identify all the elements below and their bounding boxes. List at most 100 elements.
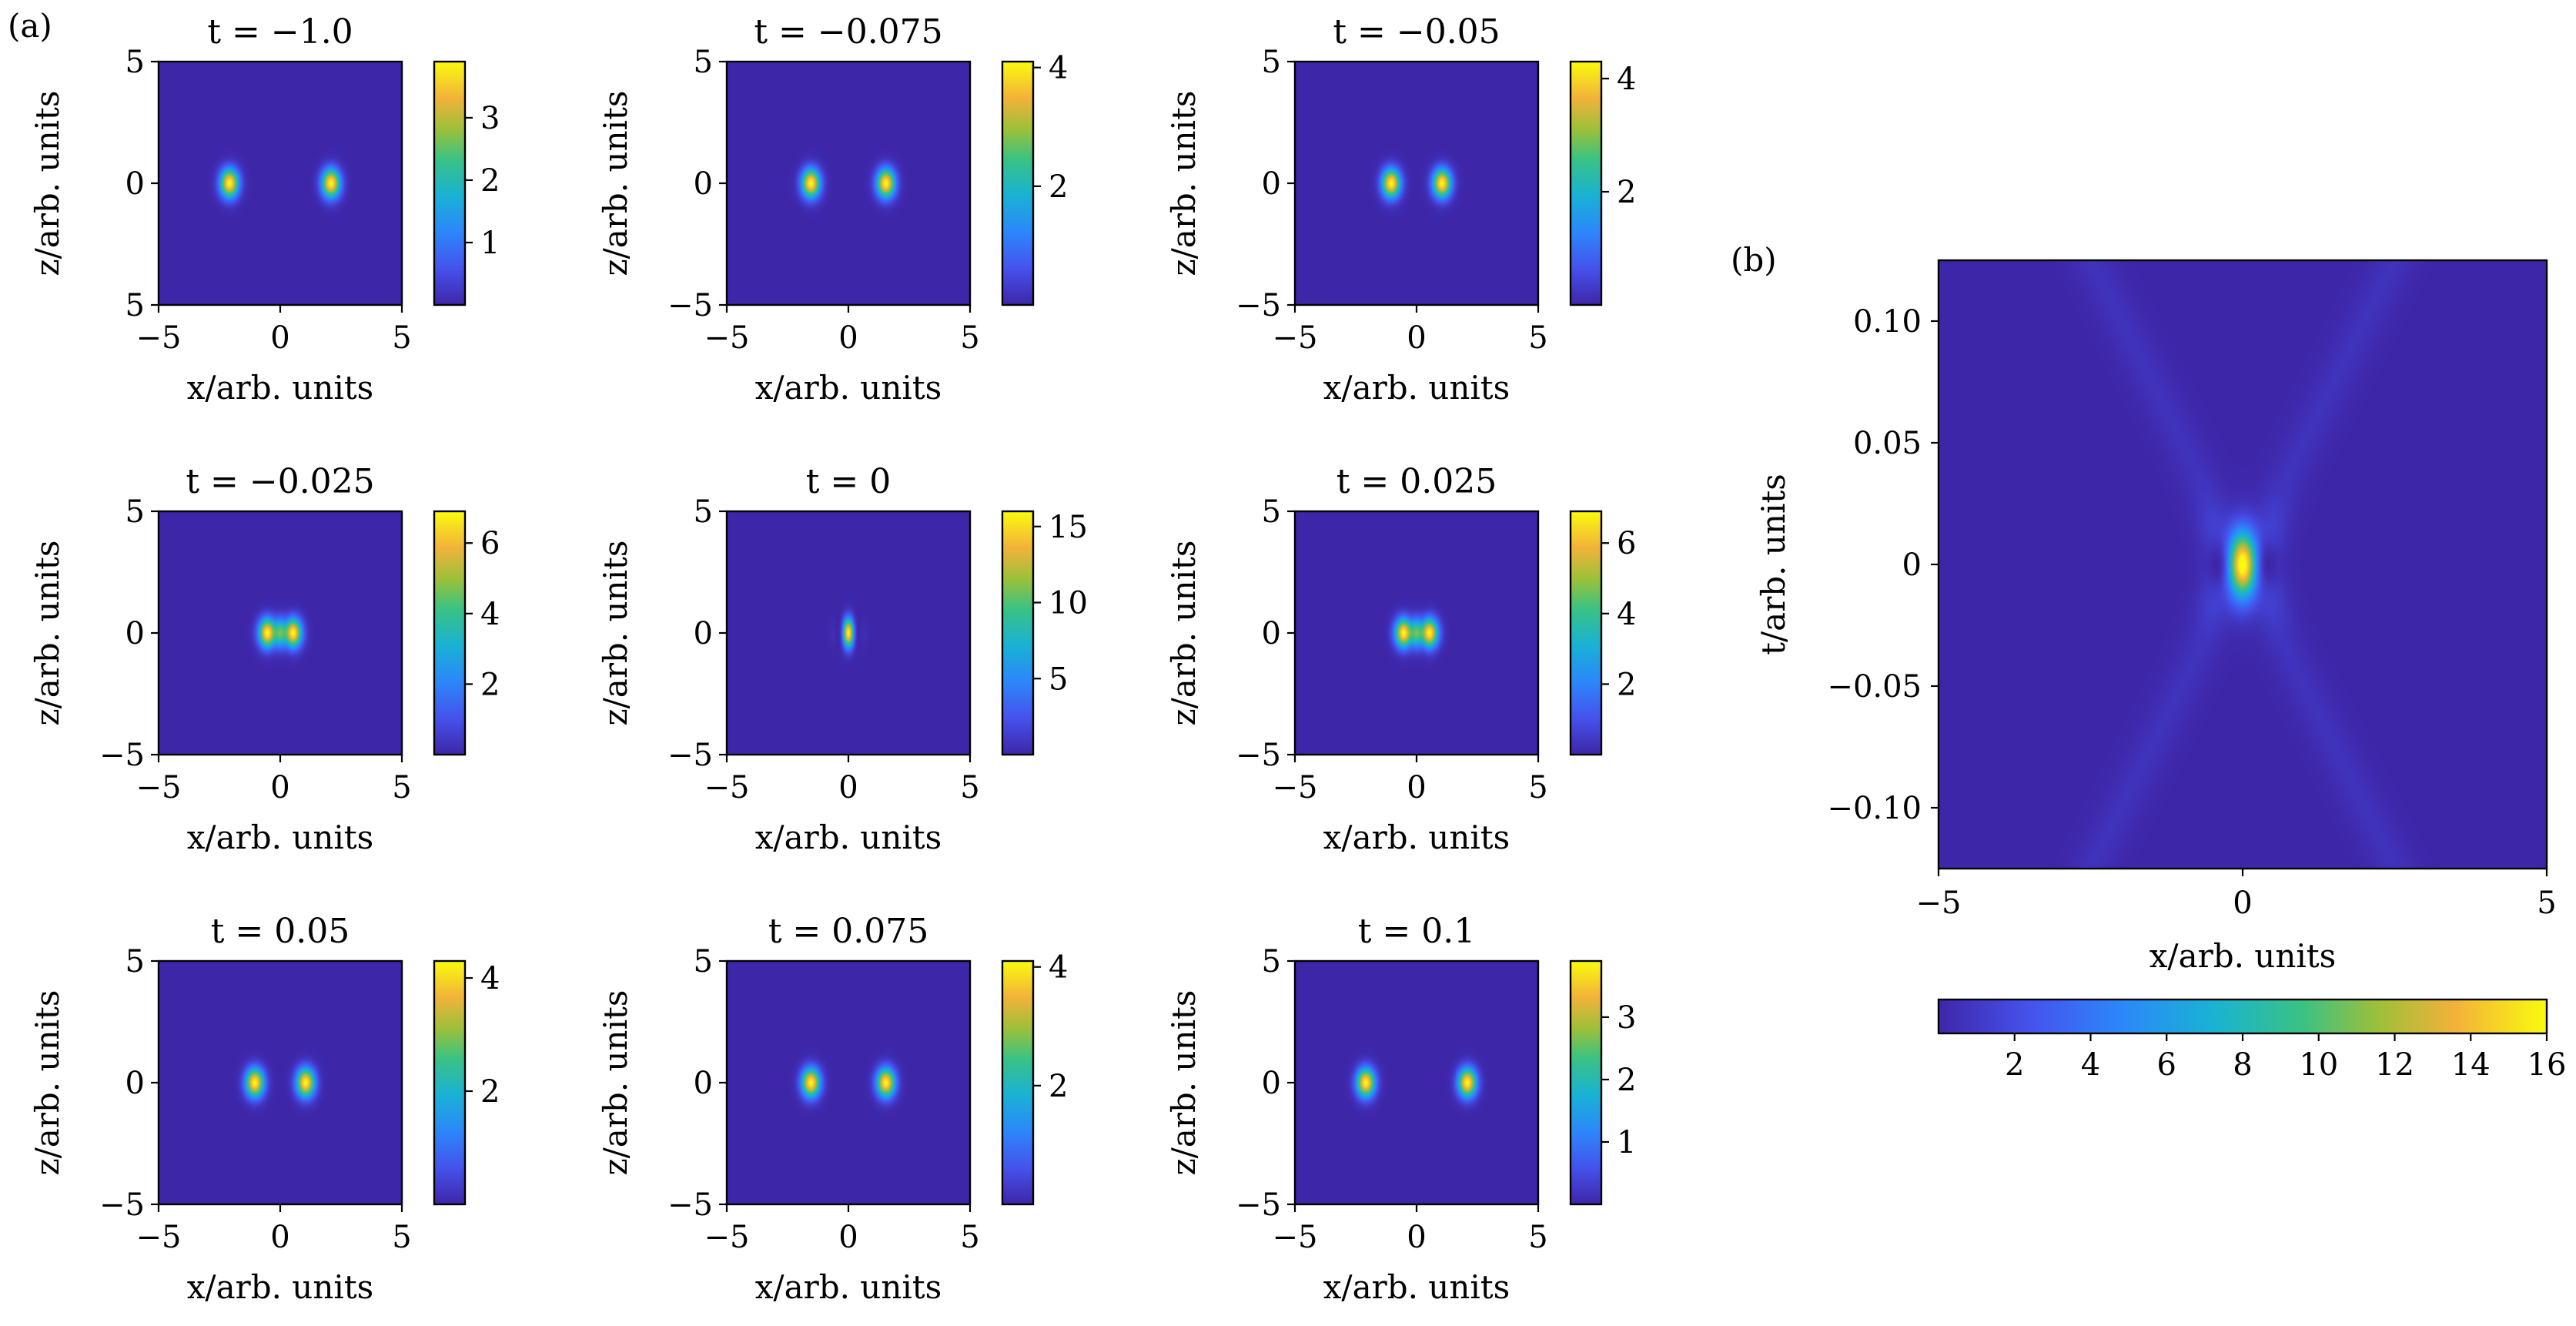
panel-8-xlabel: x/arb. units	[1323, 1268, 1510, 1306]
panel-7-ylabel: z/arb. units	[597, 990, 634, 1176]
panel-8-ytick-1: 0	[1262, 1066, 1281, 1101]
panel-3-xlabel: x/arb. units	[187, 819, 374, 856]
panel-0-title: t = −1.0	[207, 12, 353, 52]
panel-6-ytick-2: −5	[99, 1187, 145, 1223]
panel-1-ylabel: z/arb. units	[597, 91, 634, 276]
panel-1-ytick-2: −5	[667, 288, 713, 323]
panel-1-title: t = −0.075	[754, 12, 942, 52]
panel-7-xtick-1: 0	[838, 1220, 858, 1255]
panel-b-cbar-tick-6: 14	[2451, 1047, 2491, 1083]
panel-0-xtick-2: 5	[392, 320, 411, 356]
panel-1-xtick-0: −5	[704, 320, 750, 356]
panel-b-cbar-tick-5: 12	[2375, 1047, 2414, 1083]
panel-2-xlabel: x/arb. units	[1323, 369, 1510, 407]
panel-0-ytick-2: 5	[125, 288, 145, 323]
panel-2-ylabel: z/arb. units	[1165, 91, 1203, 276]
panel-6-xtick-2: 5	[392, 1220, 411, 1255]
heatmap-image-6	[159, 961, 402, 1204]
heatmap-image-b	[1939, 260, 2547, 869]
panel-7-ytick-0: 5	[694, 944, 713, 979]
panel-4-cbar-tick-2: 15	[1049, 510, 1088, 545]
panel-1-colorbar	[1001, 60, 1035, 306]
panel-1-ytick-1: 0	[694, 166, 713, 202]
panel-2-cbar-tick-0: 2	[1617, 175, 1636, 210]
panel-4-xlabel: x/arb. units	[755, 819, 942, 856]
panel-7-colorbar	[1001, 959, 1035, 1206]
panel-3-ytick-1: 0	[125, 616, 145, 651]
panel-5-colorbar	[1569, 510, 1603, 756]
panel-5-title: t = 0.025	[1337, 462, 1497, 501]
panel-3-ylabel: z/arb. units	[28, 541, 66, 726]
panel-7-title: t = 0.075	[768, 912, 928, 951]
panel-b-cbar-tick-1: 4	[2081, 1047, 2100, 1083]
panel-4-ylabel: z/arb. units	[597, 541, 634, 726]
panel-6-xtick-0: −5	[136, 1220, 182, 1255]
panel-8-cbar-tick-0: 1	[1617, 1125, 1636, 1160]
panel-6-cbar-tick-0: 2	[480, 1074, 500, 1110]
panel-b-ytick-1: 0.05	[1853, 426, 1922, 461]
panel-7-cbar-tick-0: 2	[1049, 1069, 1068, 1104]
panel-5-ytick-0: 5	[1262, 494, 1281, 530]
panel-3-title: t = −0.025	[186, 462, 374, 501]
panel-2-colorbar	[1569, 60, 1603, 306]
panel-2-title: t = −0.05	[1333, 12, 1500, 52]
panel-5-ylabel: z/arb. units	[1165, 541, 1203, 726]
panel-8-ytick-2: −5	[1236, 1187, 1281, 1223]
panel-0-xtick-0: −5	[136, 320, 182, 356]
panel-b-xtick-1: 0	[2233, 886, 2252, 921]
panel-4-xtick-1: 0	[838, 770, 858, 805]
panel-7-ytick-1: 0	[694, 1066, 713, 1101]
panel-0-cbar-tick-0: 1	[480, 226, 500, 261]
panel-1-xtick-2: 5	[960, 320, 979, 356]
panel-label-a: (a)	[8, 7, 52, 45]
panel-0-cbar-tick-1: 2	[480, 163, 500, 199]
panel-b-xtick-0: −5	[1916, 886, 1962, 921]
panel-8-colorbar	[1569, 959, 1603, 1206]
panel-3-cbar-tick-0: 2	[480, 667, 500, 702]
panel-4-xtick-0: −5	[704, 770, 750, 805]
panel-6-colorbar	[433, 959, 467, 1206]
panel-2-cbar-tick-1: 4	[1617, 62, 1636, 97]
panel-b-ylabel: t/arb. units	[1755, 474, 1792, 655]
panel-b-cbar-tick-2: 6	[2157, 1047, 2176, 1083]
panel-7-xtick-2: 5	[960, 1220, 979, 1255]
panel-b-cbar-tick-4: 10	[2299, 1047, 2338, 1083]
heatmap-image-5	[1295, 511, 1538, 755]
panel-8-cbar-tick-1: 2	[1617, 1063, 1636, 1098]
panel-1-ytick-0: 5	[694, 45, 713, 80]
panel-4-title: t = 0	[806, 462, 892, 501]
panel-3-xtick-2: 5	[392, 770, 411, 805]
panel-8-xtick-2: 5	[1528, 1220, 1547, 1255]
panel-7-xlabel: x/arb. units	[755, 1268, 942, 1306]
panel-6-xlabel: x/arb. units	[187, 1268, 374, 1306]
panel-b-cbar-tick-0: 2	[2005, 1047, 2024, 1083]
heatmap-image-7	[727, 961, 970, 1204]
panel-4-colorbar	[1001, 510, 1035, 756]
heatmap-image-8	[1295, 961, 1538, 1204]
panel-0-ylabel: z/arb. units	[28, 91, 66, 276]
panel-b-cbar-tick-7: 16	[2527, 1047, 2567, 1083]
panel-7-cbar-tick-1: 4	[1049, 950, 1068, 986]
panel-b-ytick-0: 0.10	[1853, 304, 1922, 340]
panel-8-ytick-0: 5	[1262, 944, 1281, 979]
panel-3-cbar-tick-2: 6	[480, 526, 500, 561]
panel-b-xtick-2: 5	[2537, 886, 2556, 921]
panel-5-xtick-2: 5	[1528, 770, 1547, 805]
panel-5-cbar-tick-0: 2	[1617, 667, 1636, 702]
panel-b-cbar-tick-3: 8	[2233, 1047, 2252, 1083]
panel-8-xtick-0: −5	[1273, 1220, 1318, 1255]
panel-8-ylabel: z/arb. units	[1165, 990, 1203, 1176]
panel-3-cbar-tick-1: 4	[480, 597, 500, 632]
panel-6-ylabel: z/arb. units	[28, 990, 66, 1176]
panel-0-ytick-0: 5	[125, 45, 145, 80]
panel-0-colorbar	[433, 60, 467, 306]
panel-6-ytick-0: 5	[125, 944, 145, 979]
panel-5-xtick-0: −5	[1273, 770, 1318, 805]
